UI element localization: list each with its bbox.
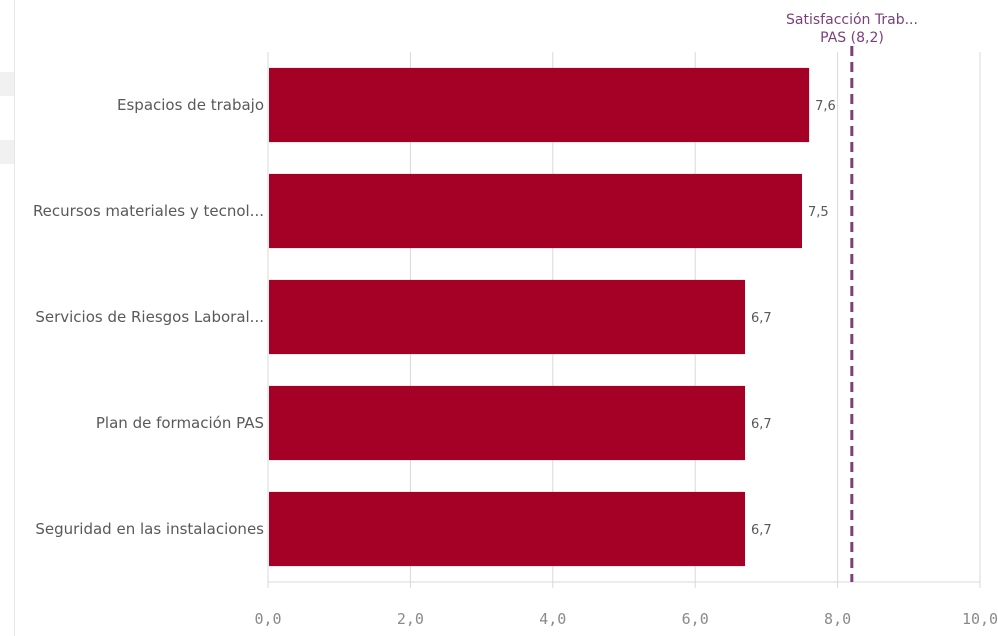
x-tick-label: 2,0	[397, 610, 424, 628]
value-label: 7,5	[808, 205, 829, 220]
x-tick-label: 8,0	[824, 610, 851, 628]
x-tick-label: 10,0	[962, 610, 998, 628]
bar[interactable]	[269, 279, 746, 355]
bar[interactable]	[269, 385, 746, 461]
left-panel-strip	[0, 140, 14, 164]
x-tick-label: 0,0	[254, 610, 281, 628]
left-panel-strip	[0, 72, 14, 96]
value-label: 6,7	[751, 311, 772, 326]
reference-line-label: Satisfacción Trab...	[786, 12, 918, 28]
reference-line-group: Satisfacción Trab... PAS (8,2)	[786, 12, 918, 582]
category-label: Plan de formación PAS	[96, 414, 264, 432]
bars: Espacios de trabajo 7,6 Recursos materiale…	[33, 67, 836, 567]
bar[interactable]	[269, 491, 746, 567]
bar[interactable]	[269, 67, 810, 143]
category-label: Seguridad en las instalaciones	[35, 520, 264, 538]
category-label: Recursos materiales y tecnol...	[33, 202, 264, 220]
x-axis-ticks: 0,0 2,0 4,0 6,0 8,0 10,0	[254, 582, 998, 628]
x-tick-label: 6,0	[682, 610, 709, 628]
value-label: 7,6	[815, 99, 836, 114]
category-label: Servicios de Riesgos Laboral...	[35, 308, 264, 326]
bar[interactable]	[269, 173, 802, 249]
value-label: 6,7	[751, 523, 772, 538]
x-tick-label: 4,0	[539, 610, 566, 628]
left-panel-border	[14, 0, 15, 636]
value-label: 6,7	[751, 417, 772, 432]
category-label: Espacios de trabajo	[117, 96, 264, 114]
reference-line-value-label: PAS (8,2)	[820, 30, 884, 46]
